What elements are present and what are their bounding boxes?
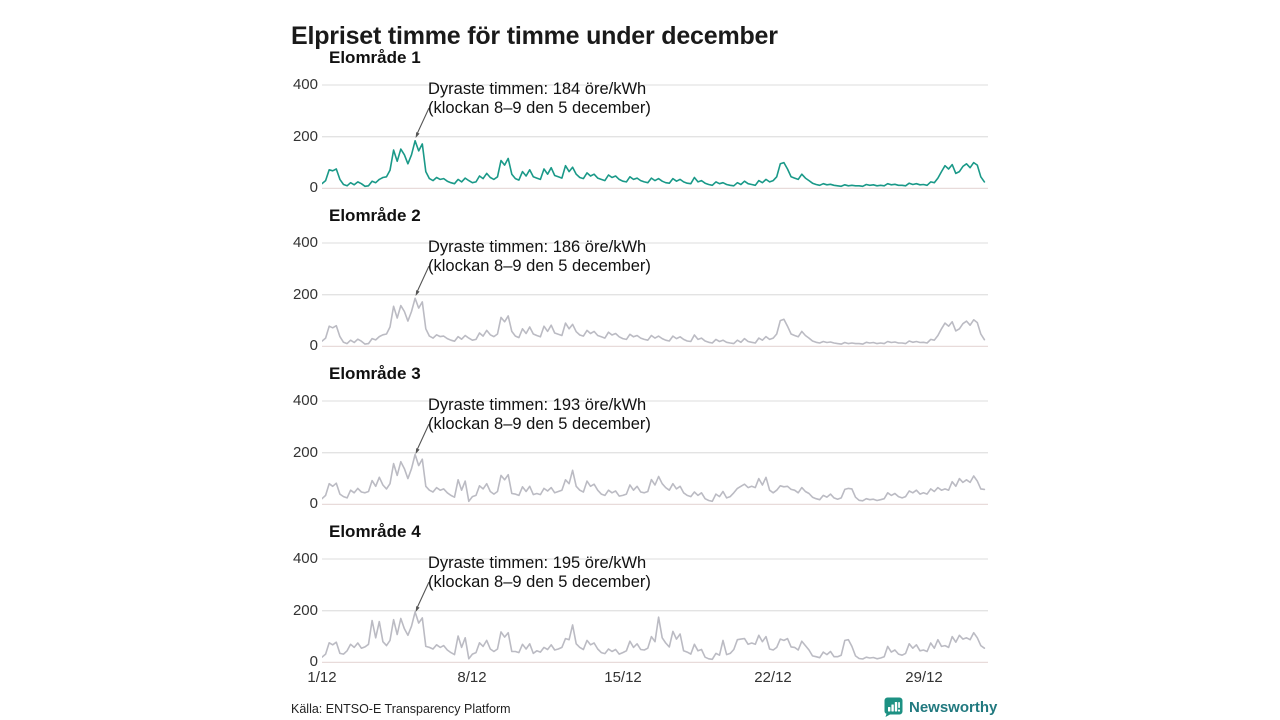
y-tick-label: 200	[292, 128, 318, 145]
page-title: Elpriset timme för timme under december	[291, 21, 778, 50]
price-line	[322, 453, 986, 503]
panel-elomrade-4: Elområde 4 400 200 0 Dyraste timmen: 195…	[0, 521, 1010, 677]
annotation-line1: Dyraste timmen: 186 öre/kWh	[428, 238, 647, 256]
y-tick-label: 200	[292, 286, 318, 303]
panel-elomrade-3: Elområde 3 400 200 0 Dyraste timmen: 193…	[0, 363, 1010, 519]
x-axis: 1/12 8/12 15/12 22/12 29/12	[0, 669, 1280, 689]
annotation-line2: (klockan 8–9 den 5 december)	[428, 414, 651, 433]
x-tick-label: 8/12	[457, 669, 487, 686]
y-tick-label: 0	[309, 495, 318, 512]
y-tick-label: 400	[292, 550, 318, 567]
line-chart	[322, 242, 988, 348]
x-tick-label: 1/12	[307, 669, 337, 686]
x-tick-label: 22/12	[754, 669, 792, 686]
y-tick-label: 0	[309, 653, 318, 670]
line-chart	[322, 558, 988, 664]
y-tick-label: 0	[309, 337, 318, 354]
annotation-arrow	[415, 107, 430, 138]
newsworthy-brand: Newsworthy	[884, 697, 997, 717]
annotation-arrow	[415, 265, 430, 296]
newsworthy-logo-icon	[884, 697, 903, 717]
price-line	[322, 139, 986, 188]
peak-annotation: Dyraste timmen: 195 öre/kWh (klockan 8–9…	[428, 554, 651, 591]
y-tick-label: 200	[292, 444, 318, 461]
brand-name: Newsworthy	[909, 698, 998, 716]
y-tick-label: 400	[292, 76, 318, 93]
annotation-line1: Dyraste timmen: 195 öre/kWh	[428, 554, 647, 572]
y-tick-label: 200	[292, 602, 318, 619]
panel-title: Elområde 4	[329, 522, 421, 541]
price-line	[322, 297, 986, 345]
x-tick-label: 15/12	[604, 669, 642, 686]
annotation-line2: (klockan 8–9 den 5 december)	[428, 572, 651, 591]
peak-annotation: Dyraste timmen: 184 öre/kWh (klockan 8–9…	[428, 80, 651, 117]
panel-title: Elområde 3	[329, 364, 421, 383]
line-chart	[322, 84, 988, 190]
peak-annotation: Dyraste timmen: 193 öre/kWh (klockan 8–9…	[428, 396, 651, 433]
panel-title: Elområde 1	[329, 48, 421, 67]
price-line	[322, 611, 986, 661]
annotation-line1: Dyraste timmen: 193 öre/kWh	[428, 396, 647, 414]
annotation-line1: Dyraste timmen: 184 öre/kWh	[428, 80, 647, 98]
peak-annotation: Dyraste timmen: 186 öre/kWh (klockan 8–9…	[428, 238, 651, 275]
annotation-line2: (klockan 8–9 den 5 december)	[428, 98, 651, 117]
x-tick-label: 29/12	[905, 669, 943, 686]
panel-elomrade-2: Elområde 2 400 200 0 Dyraste timmen: 186…	[0, 205, 1010, 361]
annotation-arrow	[415, 423, 430, 454]
annotation-line2: (klockan 8–9 den 5 december)	[428, 256, 651, 275]
panel-title: Elområde 2	[329, 206, 421, 225]
y-tick-label: 400	[292, 392, 318, 409]
line-chart	[322, 400, 988, 506]
y-tick-label: 0	[309, 179, 318, 196]
panel-elomrade-1: Elområde 1 400 200 0 Dyraste timmen: 184…	[0, 47, 1010, 203]
source-text: Källa: ENTSO-E Transparency Platform	[291, 702, 511, 716]
annotation-arrow	[415, 581, 430, 612]
y-tick-label: 400	[292, 234, 318, 251]
